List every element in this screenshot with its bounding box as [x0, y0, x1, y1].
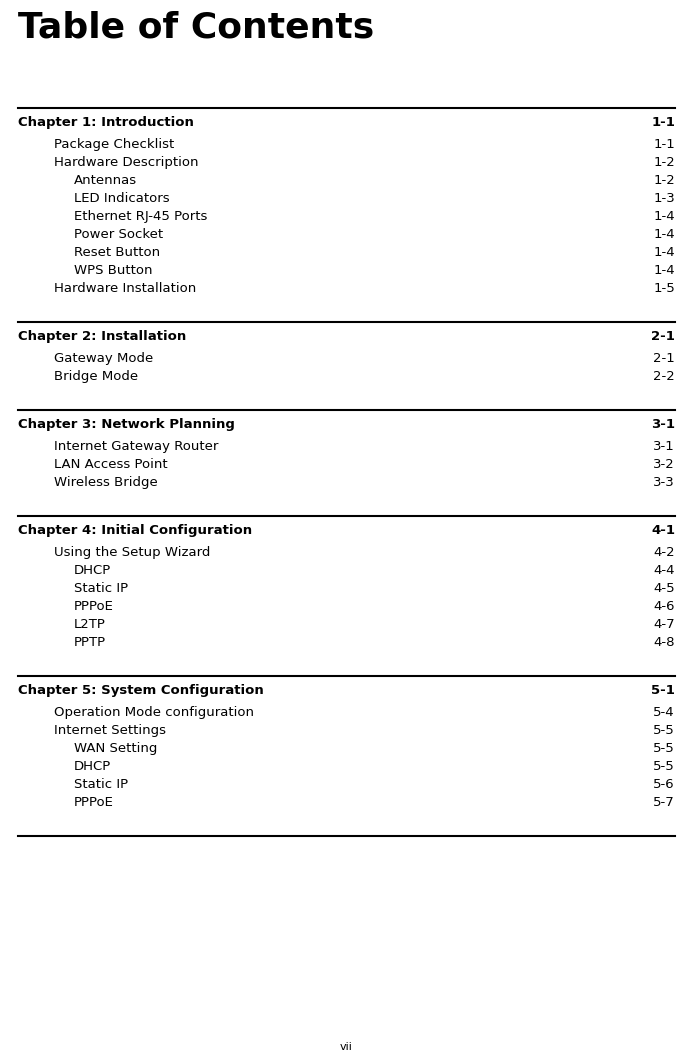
Text: Using the Setup Wizard: Using the Setup Wizard [54, 546, 211, 559]
Text: 4-4: 4-4 [653, 564, 675, 577]
Text: 1-4: 1-4 [653, 210, 675, 223]
Text: Chapter 5: System Configuration: Chapter 5: System Configuration [18, 684, 264, 697]
Text: DHCP: DHCP [74, 564, 112, 577]
Text: 5-7: 5-7 [653, 796, 675, 809]
Text: 3-2: 3-2 [653, 458, 675, 471]
Text: 5-4: 5-4 [653, 706, 675, 719]
Text: WAN Setting: WAN Setting [74, 742, 157, 755]
Text: LED Indicators: LED Indicators [74, 192, 170, 205]
Text: 5-5: 5-5 [653, 724, 675, 737]
Text: Operation Mode configuration: Operation Mode configuration [54, 706, 254, 719]
Text: 1-2: 1-2 [653, 174, 675, 187]
Text: LAN Access Point: LAN Access Point [54, 458, 168, 471]
Text: Hardware Description: Hardware Description [54, 156, 198, 169]
Text: 1-2: 1-2 [653, 156, 675, 169]
Text: Chapter 2: Installation: Chapter 2: Installation [18, 330, 186, 343]
Text: Wireless Bridge: Wireless Bridge [54, 476, 158, 489]
Text: 4-2: 4-2 [653, 546, 675, 559]
Text: 3-3: 3-3 [653, 476, 675, 489]
Text: Power Socket: Power Socket [74, 228, 163, 242]
Text: 2-2: 2-2 [653, 370, 675, 383]
Text: 4-5: 4-5 [653, 582, 675, 595]
Text: 1-4: 1-4 [653, 228, 675, 242]
Text: Hardware Installation: Hardware Installation [54, 282, 196, 295]
Text: WPS Button: WPS Button [74, 264, 152, 277]
Text: 4-6: 4-6 [653, 600, 675, 613]
Text: 1-1: 1-1 [653, 138, 675, 151]
Text: Chapter 3: Network Planning: Chapter 3: Network Planning [18, 418, 235, 431]
Text: 4-7: 4-7 [653, 618, 675, 631]
Text: 3-1: 3-1 [651, 418, 675, 431]
Text: DHCP: DHCP [74, 760, 112, 774]
Text: 2-1: 2-1 [651, 330, 675, 343]
Text: Chapter 4: Initial Configuration: Chapter 4: Initial Configuration [18, 523, 252, 537]
Text: 5-6: 5-6 [653, 778, 675, 791]
Text: 1-5: 1-5 [653, 282, 675, 295]
Text: L2TP: L2TP [74, 618, 106, 631]
Text: Internet Settings: Internet Settings [54, 724, 166, 737]
Text: vii: vii [340, 1042, 353, 1052]
Text: 5-1: 5-1 [651, 684, 675, 697]
Text: 1-4: 1-4 [653, 246, 675, 259]
Text: 2-1: 2-1 [653, 352, 675, 365]
Text: Static IP: Static IP [74, 778, 128, 791]
Text: PPPoE: PPPoE [74, 600, 114, 613]
Text: 1-4: 1-4 [653, 264, 675, 277]
Text: Chapter 1: Introduction: Chapter 1: Introduction [18, 116, 194, 129]
Text: Static IP: Static IP [74, 582, 128, 595]
Text: Bridge Mode: Bridge Mode [54, 370, 138, 383]
Text: Reset Button: Reset Button [74, 246, 160, 259]
Text: 5-5: 5-5 [653, 742, 675, 755]
Text: Antennas: Antennas [74, 174, 137, 187]
Text: 3-1: 3-1 [653, 440, 675, 453]
Text: Table of Contents: Table of Contents [18, 10, 374, 44]
Text: 1-1: 1-1 [651, 116, 675, 129]
Text: Ethernet RJ-45 Ports: Ethernet RJ-45 Ports [74, 210, 207, 223]
Text: Package Checklist: Package Checklist [54, 138, 174, 151]
Text: 5-5: 5-5 [653, 760, 675, 774]
Text: PPPoE: PPPoE [74, 796, 114, 809]
Text: PPTP: PPTP [74, 636, 106, 649]
Text: Gateway Mode: Gateway Mode [54, 352, 153, 365]
Text: Internet Gateway Router: Internet Gateway Router [54, 440, 218, 453]
Text: 4-8: 4-8 [653, 636, 675, 649]
Text: 4-1: 4-1 [651, 523, 675, 537]
Text: 1-3: 1-3 [653, 192, 675, 205]
